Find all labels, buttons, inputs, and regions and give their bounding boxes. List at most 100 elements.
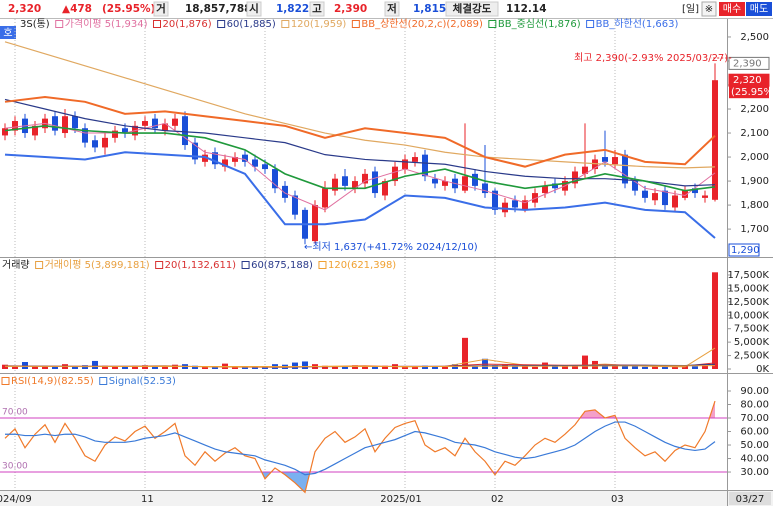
quote-box[interactable] (0, 26, 16, 39)
strength-label: 체결강도 (453, 2, 492, 15)
settings-box[interactable] (701, 1, 717, 17)
y-tick-label: 1,800 (740, 200, 769, 211)
volume-bar (462, 337, 468, 369)
volume-bar (502, 364, 508, 369)
volume-bar (442, 366, 448, 369)
low-label: 저 (387, 2, 397, 15)
volume-bar (22, 362, 28, 369)
volume-bar (332, 366, 338, 369)
candle-body (322, 188, 328, 208)
candle-body (232, 157, 238, 162)
overlay-line (4, 98, 716, 187)
overlay-line (4, 151, 716, 239)
quote-button[interactable]: 호 (3, 27, 12, 39)
sell-button[interactable]: 매도 (750, 3, 768, 15)
legend-swatch (281, 20, 290, 28)
volume-bar (672, 366, 678, 369)
candle-body (572, 171, 578, 184)
volume-bar (232, 366, 238, 369)
legend-label: 가격이평 5(1,934) (65, 17, 148, 30)
volume-bar (102, 365, 108, 369)
legend-swatch (35, 261, 44, 269)
volume-bar (492, 365, 498, 369)
volume-bar (362, 366, 368, 369)
buy-box[interactable] (719, 2, 745, 16)
candle-body (222, 159, 228, 167)
candle-body (312, 205, 318, 242)
candle-body (442, 181, 448, 186)
sell-box[interactable] (746, 2, 772, 16)
candle-body (502, 202, 508, 213)
overlay-line (4, 125, 716, 192)
y-tick-label: 7,500K (734, 324, 770, 335)
candle-body (552, 183, 558, 189)
volume-bar (582, 355, 588, 369)
price: 2,320 (8, 3, 41, 15)
volume-bar (632, 366, 638, 369)
label-box (384, 1, 400, 17)
candle-body (32, 125, 38, 136)
candle-body (202, 154, 208, 162)
open-label: 시 (249, 3, 259, 15)
candle-body (462, 176, 468, 191)
candle-body (542, 185, 548, 194)
y-tick-label: 15,000K (727, 283, 769, 294)
volume: 18,857,788 (185, 3, 251, 15)
candle-body (152, 118, 158, 129)
candle-body (242, 154, 248, 162)
candle-body (652, 193, 658, 201)
candle-body (112, 130, 118, 138)
legend-swatch (586, 20, 595, 28)
volume-bar (402, 366, 408, 369)
x-tick-label: 2025/01 (380, 494, 422, 505)
candle-body (472, 173, 478, 186)
volume-bar (82, 365, 88, 369)
legend-label: Signal(52.53) (109, 376, 176, 387)
settings-button[interactable]: ※ (705, 4, 713, 15)
candle-body (432, 178, 438, 184)
volume-bar (422, 365, 428, 369)
volume-bar (52, 366, 58, 369)
y-tick-label: 40.00 (740, 454, 769, 465)
candle-body (492, 190, 498, 210)
candle-body (292, 195, 298, 215)
y-tick-label: 60.00 (740, 427, 769, 438)
legend-swatch (55, 20, 64, 28)
volume-bar (382, 365, 388, 369)
volume-bar (262, 366, 268, 369)
x-tick-label: 12 (261, 494, 274, 505)
legend-label: 120(1,959) (291, 19, 347, 30)
candle-body (692, 188, 698, 194)
y-tick-label: 12,500K (727, 297, 769, 308)
legend-label: BB_상한선(20,2,c)(2,089) (361, 18, 483, 30)
label-box (445, 1, 499, 17)
legend-label: 3S(통) (20, 18, 50, 30)
volume-bar (642, 366, 648, 369)
volume-bar (162, 366, 168, 369)
legend-label: 거래량 (2, 259, 30, 271)
volume-bar (92, 360, 98, 369)
legend-swatch (99, 377, 108, 385)
y-tick-label: 2,200 (740, 104, 769, 115)
candle-body (412, 157, 418, 162)
y-tick-label: 2,500K (734, 351, 770, 362)
volume-bar (552, 366, 558, 369)
volume-bar (142, 365, 148, 369)
volume-label: 거 (156, 2, 166, 15)
volume-bar (652, 365, 658, 369)
buy-button[interactable]: 매수 (723, 3, 741, 15)
candle-body (612, 157, 618, 165)
legend-swatch (241, 261, 250, 269)
label-box (153, 1, 169, 17)
candle-body (2, 128, 8, 136)
period-button[interactable]: [일] (682, 3, 699, 15)
volume-bar (662, 366, 668, 369)
y-tick-label: 5,000K (734, 337, 770, 348)
low-tag: 1,290 (731, 245, 760, 256)
volume-bar (242, 367, 248, 369)
y-tick-label: 1,900 (740, 176, 769, 187)
candle-body (282, 185, 288, 198)
legend-label: 20(1,132,611) (165, 260, 237, 271)
volume-bar (372, 366, 378, 369)
volume-bar (562, 365, 568, 369)
